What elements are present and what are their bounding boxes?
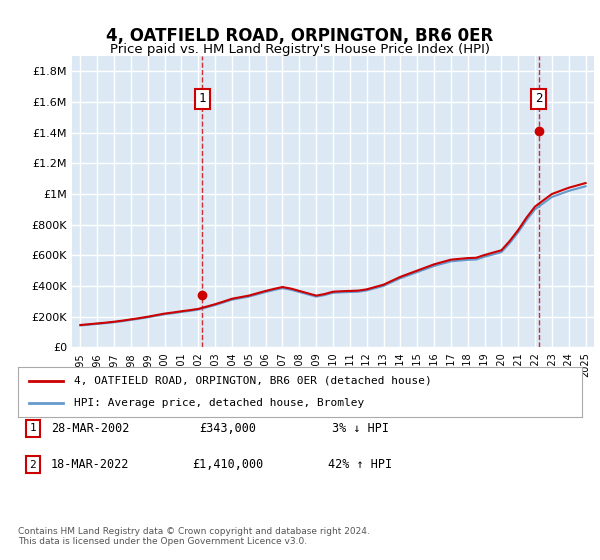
Text: 4, OATFIELD ROAD, ORPINGTON, BR6 0ER: 4, OATFIELD ROAD, ORPINGTON, BR6 0ER — [106, 27, 494, 45]
Text: 1: 1 — [29, 423, 37, 433]
Text: 3% ↓ HPI: 3% ↓ HPI — [331, 422, 389, 435]
Text: 1: 1 — [199, 92, 206, 105]
Text: Contains HM Land Registry data © Crown copyright and database right 2024.
This d: Contains HM Land Registry data © Crown c… — [18, 526, 370, 546]
Text: £343,000: £343,000 — [199, 422, 257, 435]
Text: 4, OATFIELD ROAD, ORPINGTON, BR6 0ER (detached house): 4, OATFIELD ROAD, ORPINGTON, BR6 0ER (de… — [74, 376, 432, 386]
Text: 2: 2 — [29, 460, 37, 470]
Text: 18-MAR-2022: 18-MAR-2022 — [51, 458, 129, 472]
Text: Price paid vs. HM Land Registry's House Price Index (HPI): Price paid vs. HM Land Registry's House … — [110, 43, 490, 56]
Text: 28-MAR-2002: 28-MAR-2002 — [51, 422, 129, 435]
Text: 42% ↑ HPI: 42% ↑ HPI — [328, 458, 392, 472]
Text: HPI: Average price, detached house, Bromley: HPI: Average price, detached house, Brom… — [74, 398, 365, 408]
Text: £1,410,000: £1,410,000 — [193, 458, 263, 472]
Text: 2: 2 — [535, 92, 542, 105]
